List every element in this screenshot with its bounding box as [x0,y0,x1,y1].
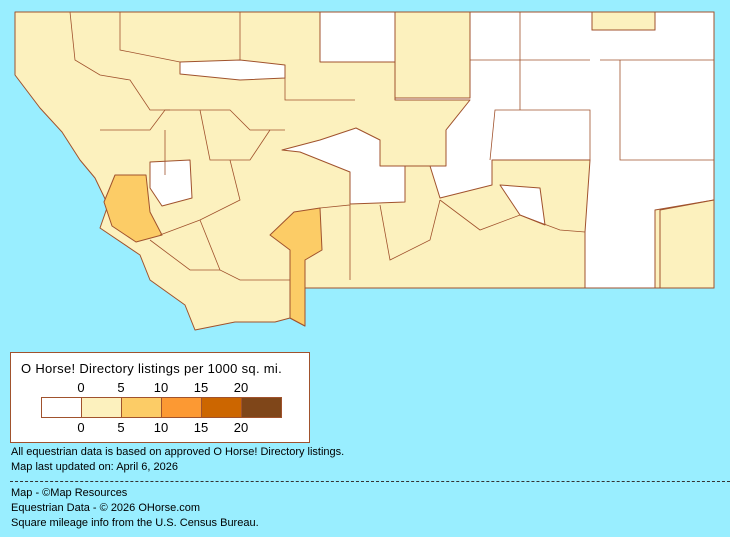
legend-top-tick: 5 [117,380,125,395]
data-basis-note: All equestrian data is based on approved… [11,446,345,458]
legend-swatch-5 [241,397,282,418]
legend-bottom-tick: 5 [117,420,125,435]
montana-county-map [14,11,715,331]
legend-bottom-tick: 20 [233,420,249,435]
county-beaverhead-west[interactable] [103,174,163,243]
county-park[interactable] [269,207,323,327]
data-credit: Equestrian Data - © 2026 OHorse.com [11,502,201,514]
county-deer-lodge[interactable] [149,159,193,207]
legend-swatch-2 [121,397,162,418]
legend-bottom-tick: 10 [153,420,169,435]
legend-top-tick: 20 [233,380,249,395]
county-ne-corner[interactable] [591,11,656,31]
legend-bottom-tick: 0 [77,420,85,435]
legend-swatch-4 [201,397,242,418]
legend-top-tick: 0 [77,380,85,395]
legend-top-tick: 10 [153,380,169,395]
legend-swatch-1 [81,397,122,418]
legend-top-tick: 15 [193,380,209,395]
divider [10,481,730,482]
legend-swatch-0 [41,397,82,418]
legend-title: O Horse! Directory listings per 1000 sq.… [21,361,283,376]
county-se-corner[interactable] [659,199,715,289]
census-credit: Square mileage info from the U.S. Census… [11,517,259,529]
legend-bottom-tick: 15 [193,420,209,435]
legend-swatch-3 [161,397,202,418]
map-credit: Map - ©Map Resources [11,487,128,499]
last-updated: Map last updated on: April 6, 2026 [11,461,178,473]
county-central-white[interactable] [499,184,546,226]
legend: O Horse! Directory listings per 1000 sq.… [10,352,310,443]
